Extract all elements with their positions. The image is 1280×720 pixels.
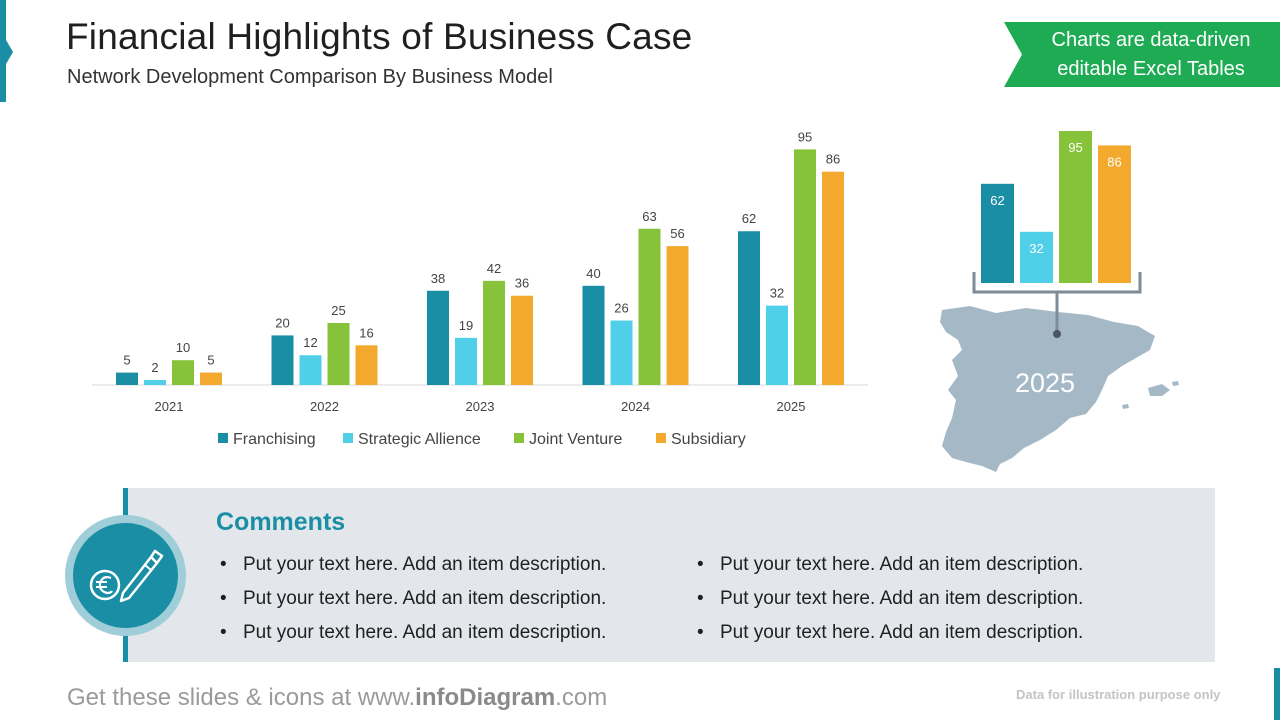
data-label: 2 bbox=[151, 360, 158, 375]
x-tick-label: 2024 bbox=[621, 399, 650, 414]
data-label: 95 bbox=[798, 129, 812, 144]
legend-label: Franchising bbox=[233, 431, 316, 448]
bar-franchising-2025 bbox=[738, 231, 760, 385]
comments-list-right: Put your text here. Add an item descript… bbox=[693, 553, 1083, 655]
legend-swatch bbox=[343, 433, 353, 443]
comments-title: Comments bbox=[216, 508, 346, 536]
data-label: 16 bbox=[359, 325, 373, 340]
bar-joint-venture-2024 bbox=[638, 228, 661, 385]
island-icon bbox=[1148, 384, 1170, 396]
map-year-label: 2025 bbox=[1015, 368, 1075, 398]
side-bar-strategic-allience bbox=[1020, 231, 1053, 283]
legend-label: Joint Venture bbox=[529, 431, 623, 448]
side-data-label: 62 bbox=[990, 193, 1004, 208]
footer-link[interactable]: Get these slides & icons at www.infoDiag… bbox=[67, 684, 607, 712]
list-item: Put your text here. Add an item descript… bbox=[216, 621, 606, 655]
bar-subsidiary-2022 bbox=[355, 345, 378, 385]
island-icon-tiny bbox=[1122, 404, 1129, 409]
comments-list-left: Put your text here. Add an item descript… bbox=[216, 553, 606, 655]
bar-subsidiary-2023 bbox=[511, 295, 533, 385]
comments-icon-circle bbox=[73, 523, 178, 628]
map-pin-dot bbox=[1053, 330, 1061, 338]
x-tick-label: 2022 bbox=[310, 399, 339, 414]
bar-franchising-2022 bbox=[271, 335, 294, 385]
right-accent-bar bbox=[1274, 668, 1280, 720]
legend-swatch bbox=[514, 433, 524, 443]
bar-joint-venture-2021 bbox=[172, 360, 194, 385]
bar-franchising-2023 bbox=[427, 290, 449, 385]
side-data-label: 86 bbox=[1107, 154, 1121, 169]
bar-joint-venture-2025 bbox=[794, 149, 816, 385]
list-item: Put your text here. Add an item descript… bbox=[216, 587, 606, 621]
bar-joint-venture-2023 bbox=[483, 280, 505, 385]
data-label: 36 bbox=[515, 276, 529, 291]
list-item: Put your text here. Add an item descript… bbox=[693, 621, 1083, 655]
footer-prefix: Get these slides & icons at www. bbox=[67, 684, 416, 711]
x-tick-label: 2023 bbox=[466, 399, 495, 414]
data-label: 32 bbox=[770, 286, 784, 301]
data-label: 42 bbox=[487, 261, 501, 276]
legend-swatch bbox=[656, 433, 666, 443]
legend-swatch bbox=[218, 433, 228, 443]
bar-joint-venture-2022 bbox=[327, 323, 350, 385]
x-tick-label: 2025 bbox=[777, 399, 806, 414]
x-tick-label: 2021 bbox=[155, 399, 184, 414]
side-data-label: 32 bbox=[1029, 241, 1043, 256]
legend-label: Strategic Allience bbox=[358, 431, 481, 448]
data-label: 20 bbox=[275, 315, 289, 330]
disclaimer-note: Data for illustration purpose only bbox=[1016, 687, 1221, 702]
data-label: 63 bbox=[642, 209, 656, 224]
data-label: 5 bbox=[123, 353, 130, 368]
list-item: Put your text here. Add an item descript… bbox=[216, 553, 606, 587]
euro-pen-icon bbox=[89, 549, 164, 603]
data-label: 12 bbox=[303, 335, 317, 350]
left-accent-notch bbox=[6, 40, 13, 64]
island-icon-small bbox=[1172, 381, 1179, 386]
side-chart-2025: 2025 62 32 95 86 bbox=[940, 131, 1179, 472]
data-label: 38 bbox=[431, 271, 445, 286]
legend-label: Subsidiary bbox=[671, 431, 746, 448]
data-driven-ribbon: Charts are data-driven editable Excel Ta… bbox=[1004, 22, 1280, 87]
data-label: 19 bbox=[459, 318, 473, 333]
data-label: 26 bbox=[614, 301, 628, 316]
side-bar-subsidiary bbox=[1098, 145, 1131, 283]
side-data-label: 95 bbox=[1068, 140, 1082, 155]
spain-map-icon bbox=[940, 306, 1155, 472]
bar-strategic-allience-2025 bbox=[766, 305, 788, 385]
bracket-connector bbox=[972, 272, 1142, 334]
footer-suffix: .com bbox=[555, 684, 608, 711]
list-item: Put your text here. Add an item descript… bbox=[693, 587, 1083, 621]
bar-subsidiary-2024 bbox=[666, 246, 689, 385]
main-bar-chart: 5 2 10 5 2021 20 12 25 16 2022 38 19 42 36 2023 40 26 63 5… bbox=[92, 129, 868, 448]
bar-strategic-allience-2022 bbox=[299, 355, 322, 385]
bar-subsidiary-2025 bbox=[822, 171, 844, 385]
data-label: 25 bbox=[331, 303, 345, 318]
ribbon-line-1: Charts are data-driven bbox=[1051, 29, 1251, 51]
data-label: 5 bbox=[207, 353, 214, 368]
bar-franchising-2024 bbox=[582, 285, 605, 385]
list-item: Put your text here. Add an item descript… bbox=[693, 553, 1083, 587]
bar-franchising-2021 bbox=[116, 372, 138, 385]
bar-subsidiary-2021 bbox=[200, 372, 222, 385]
page-title: Financial Highlights of Business Case bbox=[66, 16, 693, 57]
data-label: 10 bbox=[176, 340, 190, 355]
side-bar-joint-venture bbox=[1059, 131, 1092, 283]
page-subtitle: Network Development Comparison By Busine… bbox=[67, 66, 553, 88]
ribbon-line-2: editable Excel Tables bbox=[1057, 58, 1245, 80]
left-accent-bar bbox=[0, 0, 6, 102]
side-bar-franchising bbox=[981, 183, 1014, 283]
data-label: 40 bbox=[586, 266, 600, 281]
footer-brand: infoDiagram bbox=[415, 684, 556, 711]
data-label: 62 bbox=[742, 211, 756, 226]
bar-strategic-allience-2023 bbox=[455, 337, 477, 385]
bar-strategic-allience-2024 bbox=[610, 320, 633, 385]
data-label: 86 bbox=[826, 152, 840, 167]
data-label: 56 bbox=[670, 226, 684, 241]
bar-strategic-allience-2021 bbox=[144, 380, 166, 385]
